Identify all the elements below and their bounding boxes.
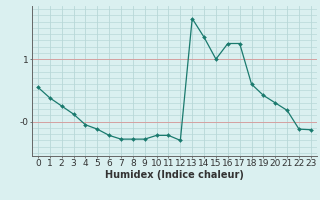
X-axis label: Humidex (Indice chaleur): Humidex (Indice chaleur) bbox=[105, 170, 244, 180]
